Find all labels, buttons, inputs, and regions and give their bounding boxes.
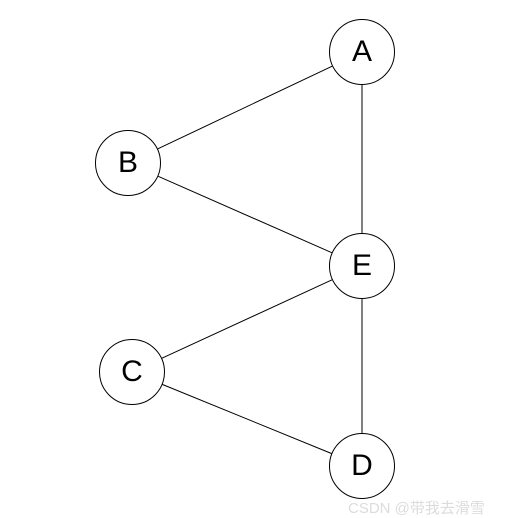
graph-diagram: A B E C D xyxy=(0,0,506,517)
watermark-text: CSDN @带我去滑雪 xyxy=(348,497,485,518)
node-label-C: C xyxy=(121,355,143,389)
node-label-B: B xyxy=(118,146,138,180)
node-C: C xyxy=(99,339,165,405)
node-D: D xyxy=(329,433,395,499)
node-label-A: A xyxy=(352,35,372,69)
node-label-E: E xyxy=(352,249,372,283)
node-A: A xyxy=(329,19,395,85)
edges-layer xyxy=(0,0,506,517)
edge-A-B xyxy=(158,66,332,149)
edge-E-C xyxy=(162,280,332,358)
edge-B-E xyxy=(158,176,332,252)
node-label-D: D xyxy=(351,449,373,483)
node-E: E xyxy=(329,233,395,299)
edge-C-D xyxy=(163,384,332,453)
node-B: B xyxy=(95,130,161,196)
